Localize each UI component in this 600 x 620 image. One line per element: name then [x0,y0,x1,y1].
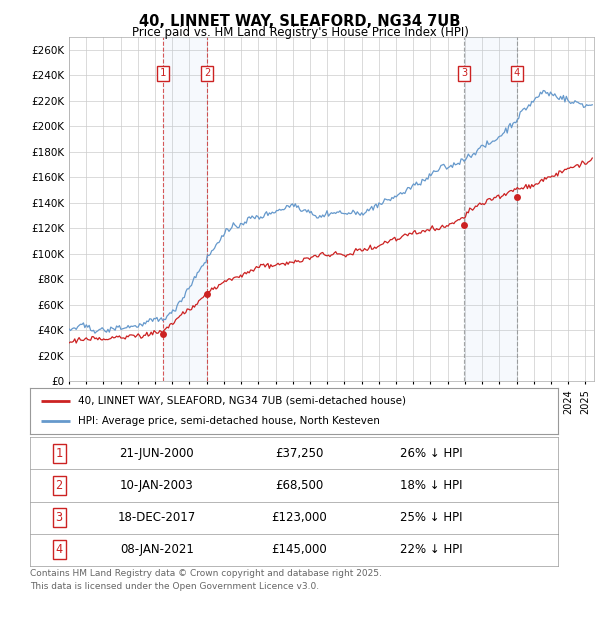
Text: £123,000: £123,000 [271,512,327,524]
Bar [464,37,517,381]
Text: 1: 1 [55,447,62,459]
Text: Price paid vs. HM Land Registry's House Price Index (HPI): Price paid vs. HM Land Registry's House … [131,26,469,39]
Text: 22% ↓ HPI: 22% ↓ HPI [400,544,463,556]
Text: 4: 4 [55,544,62,556]
Text: 1: 1 [160,68,166,78]
Text: 26% ↓ HPI: 26% ↓ HPI [400,447,463,459]
Text: 3: 3 [55,512,62,524]
Text: 10-JAN-2003: 10-JAN-2003 [120,479,194,492]
Text: £37,250: £37,250 [275,447,323,459]
Text: 25% ↓ HPI: 25% ↓ HPI [400,512,463,524]
Text: 21-JUN-2000: 21-JUN-2000 [119,447,194,459]
Text: 4: 4 [514,68,520,78]
Text: 3: 3 [461,68,467,78]
Text: 40, LINNET WAY, SLEAFORD, NG34 7UB (semi-detached house): 40, LINNET WAY, SLEAFORD, NG34 7UB (semi… [77,396,406,405]
Text: £145,000: £145,000 [271,544,327,556]
Text: 18% ↓ HPI: 18% ↓ HPI [400,479,463,492]
Text: Contains HM Land Registry data © Crown copyright and database right 2025.
This d: Contains HM Land Registry data © Crown c… [30,569,382,591]
Text: 40, LINNET WAY, SLEAFORD, NG34 7UB: 40, LINNET WAY, SLEAFORD, NG34 7UB [139,14,461,29]
Text: 2: 2 [204,68,211,78]
Text: 18-DEC-2017: 18-DEC-2017 [118,512,196,524]
Text: 08-JAN-2021: 08-JAN-2021 [120,544,194,556]
Bar [163,37,207,381]
Text: £68,500: £68,500 [275,479,323,492]
Text: 2: 2 [55,479,62,492]
Text: HPI: Average price, semi-detached house, North Kesteven: HPI: Average price, semi-detached house,… [77,416,379,426]
